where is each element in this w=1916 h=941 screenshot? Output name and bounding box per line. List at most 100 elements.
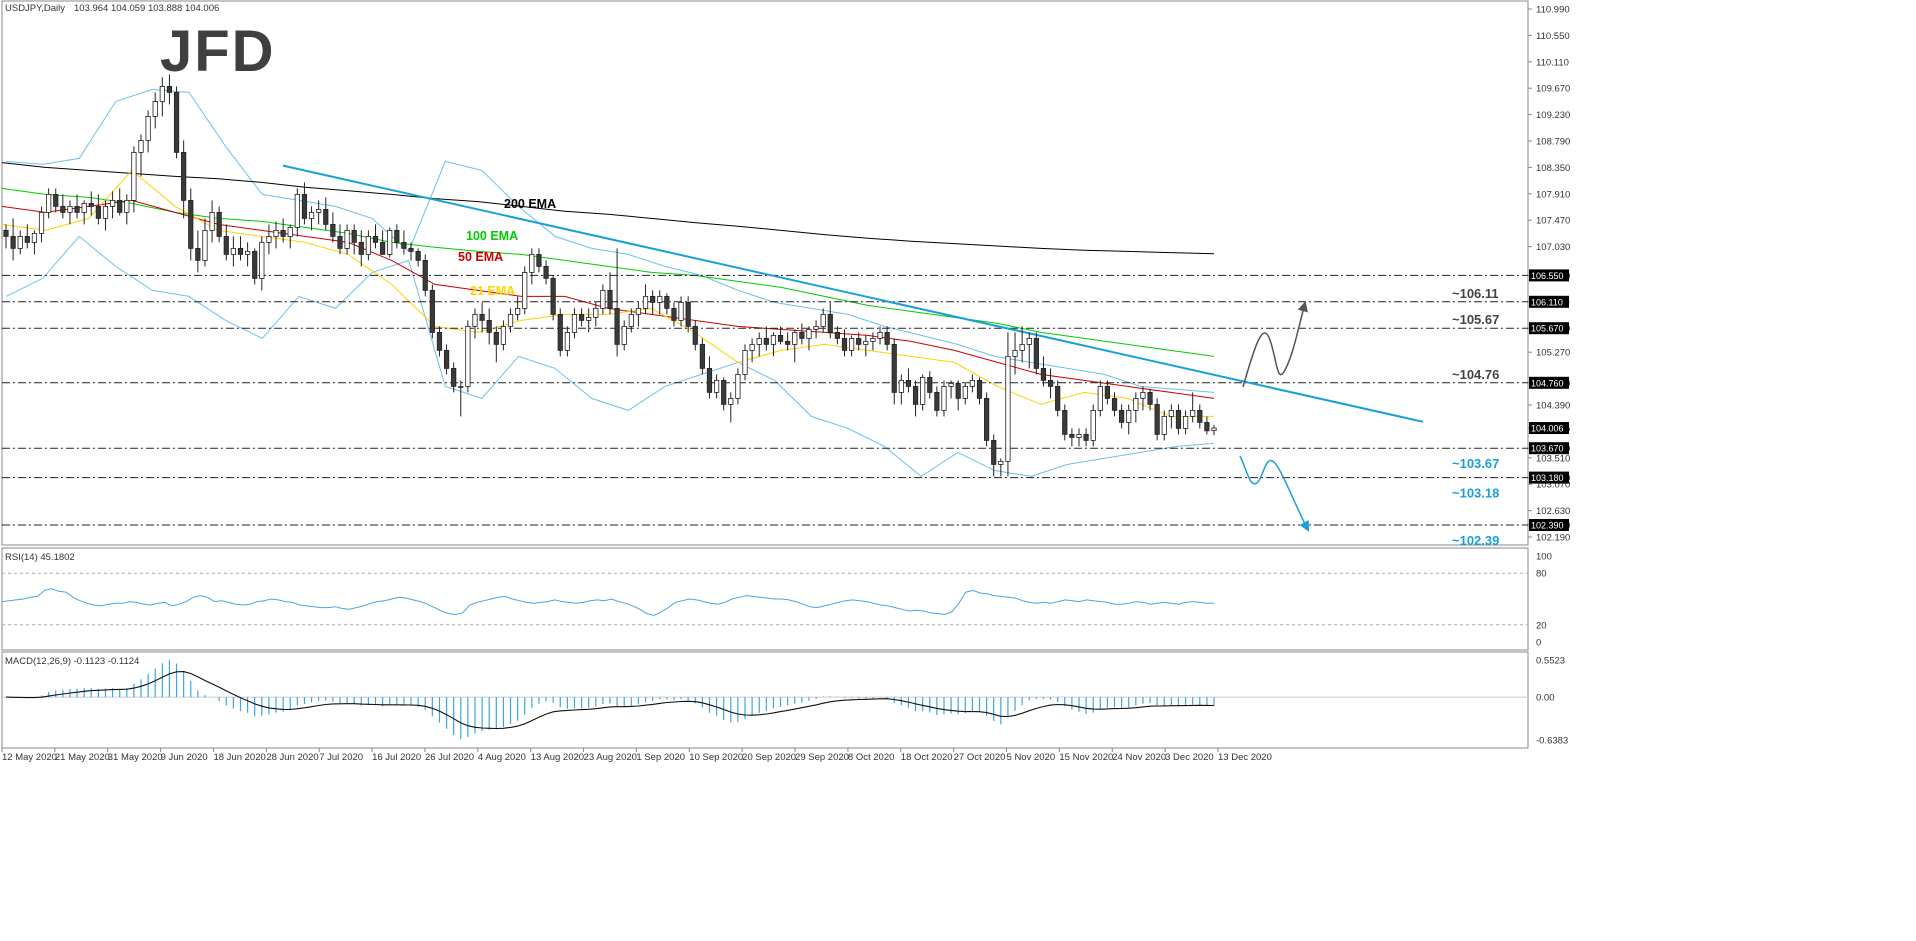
bull-candle	[515, 307, 521, 315]
bear-candle	[24, 235, 30, 243]
bull-candle	[806, 328, 812, 339]
ema-label-2: 100 EMA	[466, 229, 518, 243]
x-axis-label: 7 Jul 2020	[319, 752, 363, 763]
bull-candle	[1161, 415, 1167, 435]
bull-candle	[131, 151, 137, 201]
bull-candle	[1190, 409, 1196, 417]
bear-candle	[429, 289, 435, 333]
bull-candle	[266, 235, 272, 243]
bull-candle	[728, 397, 734, 405]
rsi-tick-label: 20	[1536, 620, 1547, 631]
macd-panel-frame	[1, 651, 1529, 749]
bull-candle	[109, 199, 116, 207]
bull-candle	[1133, 397, 1139, 411]
x-axis-label: 9 Jun 2020	[161, 752, 208, 763]
bull-candle	[1126, 409, 1132, 423]
rsi-panel-frame	[1, 547, 1529, 651]
price-tick-label: 107.470	[1536, 216, 1570, 227]
bull-candle	[877, 331, 883, 339]
price-level-tag: 106.110	[1529, 295, 1569, 308]
bear-candle	[785, 340, 791, 345]
bull-candle	[998, 460, 1004, 465]
x-axis-label: 4 Aug 2020	[478, 752, 526, 763]
bull-candle	[920, 376, 926, 405]
price-level-tag: 103.670	[1529, 442, 1569, 455]
bull-candle	[365, 235, 372, 255]
ema-label-4: 21 EMA	[470, 284, 515, 298]
price-level-tag-label: 106.110	[1531, 297, 1563, 307]
x-axis-label: 26 Jul 2020	[425, 752, 474, 763]
bear-candle	[237, 247, 244, 255]
price-tick-label: 105.270	[1536, 348, 1570, 359]
bear-candle	[685, 301, 691, 327]
bear-candle	[493, 331, 499, 345]
bull-candle	[628, 313, 634, 327]
bull-candle	[1026, 337, 1032, 345]
bear-candle	[841, 337, 848, 351]
bear-candle	[664, 295, 670, 309]
price-level-tag-label: 102.390	[1531, 521, 1564, 531]
bullish-scenario-arrow	[1242, 300, 1308, 388]
bull-candle	[294, 193, 300, 228]
bull-candle	[472, 313, 478, 327]
bull-candle	[1012, 349, 1018, 357]
price-level-tag-bg	[1529, 519, 1569, 531]
x-axis-label: 15 Nov 2020	[1059, 752, 1113, 763]
bear-candle	[223, 235, 229, 255]
x-axis-label: 18 Jun 2020	[213, 752, 265, 763]
price-level-tag-label: 103.670	[1531, 444, 1564, 454]
bear-candle	[216, 211, 222, 237]
price-tick-label: 103.510	[1536, 453, 1570, 464]
price-level-tag: 105.670	[1529, 322, 1569, 335]
bull-candle	[941, 385, 947, 411]
bear-candle	[173, 92, 180, 153]
bear-candle	[252, 250, 258, 279]
x-axis-label: 5 Nov 2020	[1007, 752, 1056, 763]
price-tick-label: 109.670	[1536, 84, 1570, 95]
bear-candle	[856, 337, 862, 345]
bull-candle	[308, 211, 315, 219]
price-level-tag-bg	[1529, 269, 1569, 282]
bear-candle	[181, 151, 187, 201]
bear-candle	[1147, 391, 1153, 405]
bull-candle	[259, 241, 265, 279]
rsi-title: RSI(14) 45.1802	[5, 552, 75, 563]
bear-candle	[188, 199, 194, 249]
x-axis-label: 31 May 2020	[108, 752, 163, 763]
bear-candle	[1055, 385, 1061, 411]
x-axis-label: 27 Oct 2020	[954, 752, 1006, 763]
bull-candle	[593, 307, 599, 318]
level-annotation: ~102.39	[1452, 533, 1499, 548]
bear-candle	[1111, 397, 1118, 411]
bull-candle	[67, 205, 73, 213]
price-level-tag-label: 105.670	[1531, 324, 1564, 334]
bull-candle	[1097, 385, 1103, 411]
bull-candle	[81, 202, 87, 213]
bull-candle	[1168, 409, 1174, 417]
bull-candle	[863, 340, 869, 345]
bear-candle	[1204, 421, 1210, 432]
bear-candle	[436, 331, 443, 351]
ema-line-4	[1, 169, 1214, 417]
bear-candle	[706, 367, 713, 393]
bull-candle	[1090, 409, 1096, 441]
bollinger-upper-band	[5, 88, 1215, 393]
x-axis-label: 8 Oct 2020	[848, 752, 894, 763]
bull-candle	[600, 289, 606, 309]
bull-candle	[230, 247, 236, 255]
bear-candle	[337, 235, 343, 249]
bear-candle	[934, 391, 940, 411]
bear-candle	[991, 439, 997, 465]
bear-candle	[578, 313, 585, 321]
bull-candle	[1140, 391, 1146, 399]
bear-candle	[10, 235, 16, 249]
price-tick-label: 110.110	[1536, 57, 1569, 68]
x-axis-label: 28 Jun 2020	[266, 752, 318, 763]
x-axis-label: 1 Sep 2020	[636, 752, 685, 763]
bull-candle	[969, 379, 976, 387]
macd-signal-line	[5, 671, 1215, 730]
bull-candle	[1076, 433, 1082, 438]
ema-line-1	[1, 162, 1215, 255]
bear-candle	[1047, 379, 1054, 387]
x-axis-label: 18 Oct 2020	[901, 752, 953, 763]
